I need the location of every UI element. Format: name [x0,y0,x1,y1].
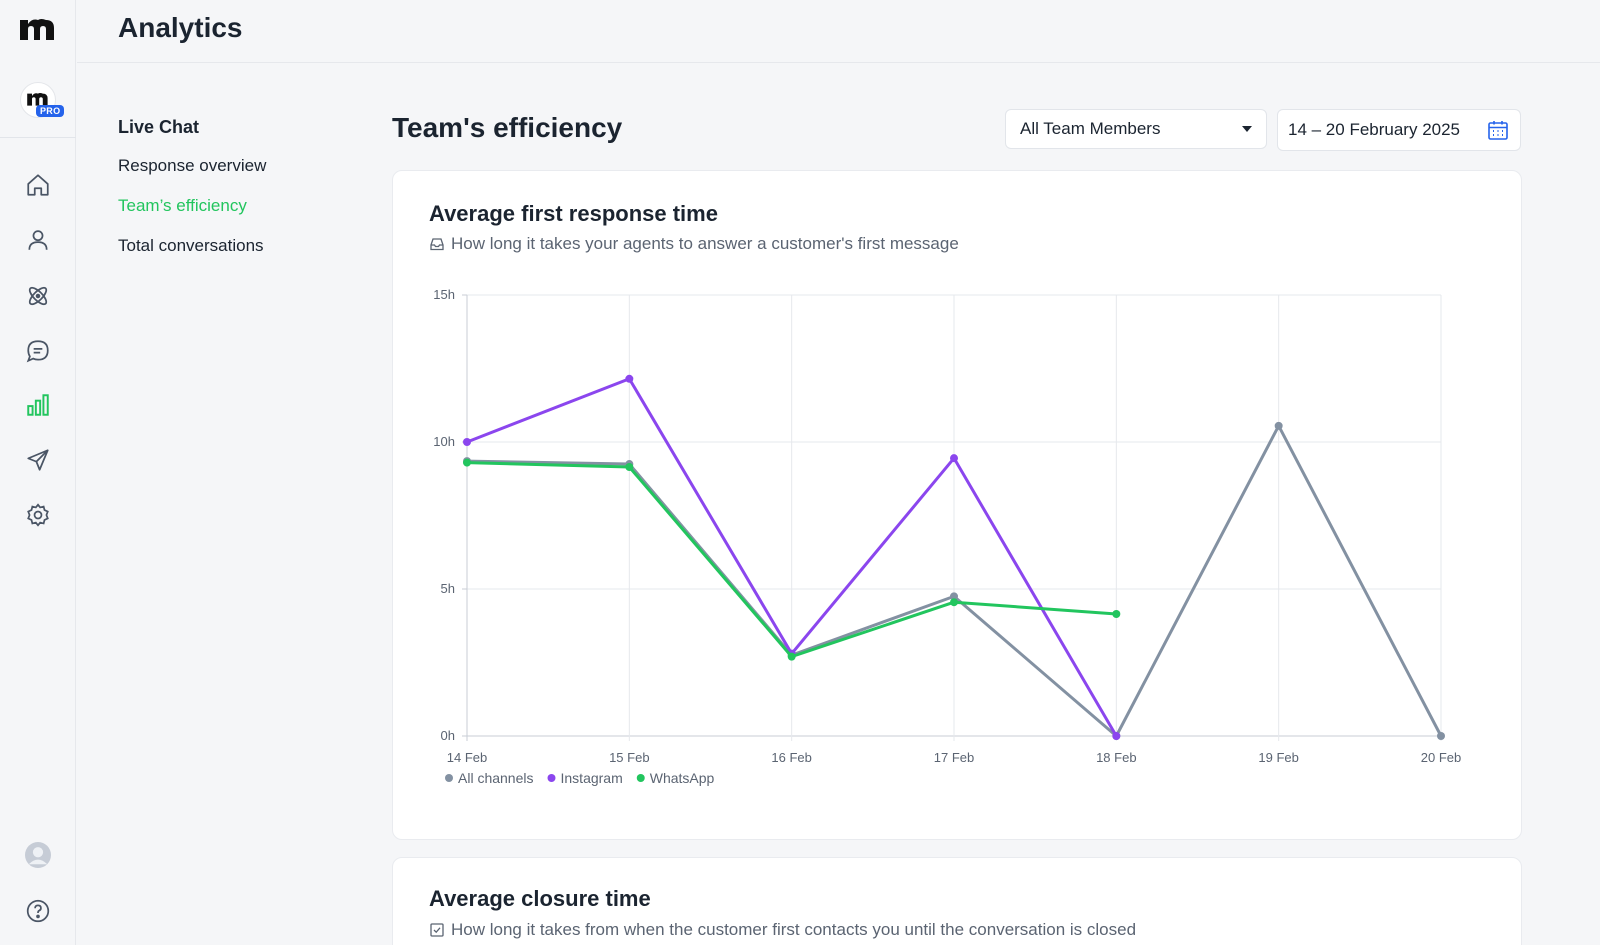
data-point-instagram [625,374,634,383]
workspace-logo-icon [27,93,48,106]
send-icon[interactable] [24,446,52,474]
workspace-avatar[interactable]: PRO [20,82,65,118]
closure-subtitle-text: How long it takes from when the customer… [451,920,1137,939]
x-tick-label: 17 Feb [934,750,974,765]
team-member-select-value: All Team Members [1020,119,1161,138]
user-icon[interactable] [24,226,52,254]
y-tick-label: 0h [441,728,455,743]
section-nav-group-live-chat: Live Chat [118,117,200,137]
y-tick-label: 15h [433,287,455,302]
data-point-instagram [1112,732,1121,740]
data-point-whatsapp [787,652,796,661]
section-nav: Live Chat Response overview Team’s effic… [118,117,358,276]
chat-icon[interactable] [24,337,52,365]
rail-divider [0,137,76,138]
first-response-title: Average first response time [429,201,718,226]
date-range-value: 14 – 20 February 2025 [1288,120,1461,139]
legend-label-instagram: Instagram [561,770,623,786]
first-response-subtitle: How long it takes your agents to answer … [429,234,959,254]
top-header: Analytics [77,0,1600,63]
x-tick-label: 14 Feb [447,750,487,765]
data-point-instagram [463,438,471,446]
x-tick-label: 15 Feb [609,750,649,765]
legend-swatch-all-channels [445,774,453,782]
data-point-whatsapp [1112,609,1121,618]
data-point-all-channels [1437,732,1445,740]
y-tick-label: 10h [433,434,455,449]
closure-card: Average closure time How long it takes f… [392,857,1522,945]
left-rail: PRO [0,0,76,945]
gear-icon[interactable] [24,501,52,529]
pro-badge: PRO [36,105,65,117]
closure-title: Average closure time [429,886,651,911]
legend-swatch-instagram [547,774,556,782]
section-nav-item-teams-efficiency[interactable]: Team’s efficiency [118,196,247,215]
x-tick-label: 19 Feb [1258,750,1298,765]
data-point-whatsapp [950,598,958,607]
bar-chart-icon[interactable] [24,391,52,419]
data-point-whatsapp [625,462,634,471]
first-response-chart: 0h 5h 10h 15h 14 Feb 15 Feb 16 Feb 17 Feb 18 Feb… [433,287,1461,786]
help-icon[interactable] [24,897,52,925]
data-point-instagram [950,454,958,463]
legend-swatch-whatsapp [636,774,645,782]
section-nav-item-response-overview[interactable]: Response overview [118,156,267,175]
legend-label-whatsapp: WhatsApp [650,770,715,786]
x-tick-label: 18 Feb [1096,750,1136,765]
logo-icon[interactable] [18,14,58,44]
page-title: Team's efficiency [392,112,623,143]
x-tick-label: 16 Feb [771,750,811,765]
closure-subtitle: How long it takes from when the customer… [429,920,1136,940]
first-response-card: Average first response time How long it … [392,170,1522,840]
app-title: Analytics [118,12,243,43]
data-point-whatsapp [463,458,471,467]
data-point-all-channels [950,592,958,601]
first-response-subtitle-text: How long it takes your agents to answer … [451,234,959,253]
home-icon[interactable] [24,171,52,199]
section-nav-item-total-conversations[interactable]: Total conversations [118,236,264,255]
avatar-icon[interactable] [24,841,52,869]
legend-label-all-channels: All channels [458,770,534,786]
inbox-icon [430,238,444,251]
caret-down-icon [1242,126,1252,132]
team-member-select[interactable]: All Team Members [1005,109,1267,149]
checkbox-icon [430,923,444,937]
calendar-icon[interactable] [1486,118,1510,142]
y-tick-label: 5h [441,581,455,596]
data-point-all-channels [1274,421,1283,430]
date-range-picker[interactable]: 14 – 20 February 2025 [1277,109,1521,151]
atom-icon[interactable] [24,282,52,310]
x-tick-label: 20 Feb [1421,750,1461,765]
